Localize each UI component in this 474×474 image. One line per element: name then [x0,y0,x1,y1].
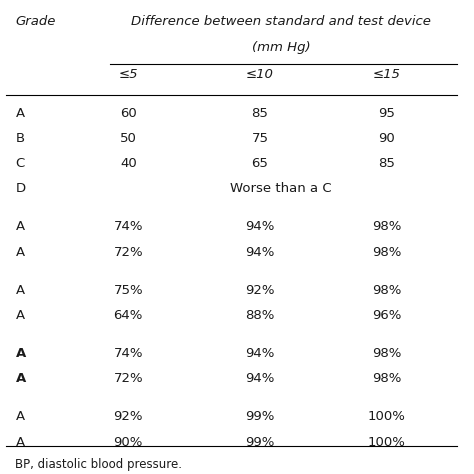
Text: B: B [16,132,25,145]
Text: A: A [16,436,25,448]
Text: 40: 40 [120,157,137,170]
Text: 60: 60 [120,107,137,120]
Text: 94%: 94% [245,246,274,258]
Text: 50: 50 [120,132,137,145]
Text: 65: 65 [252,157,268,170]
Text: 90: 90 [378,132,395,145]
Text: 74%: 74% [114,220,143,233]
Text: BP, diastolic blood pressure.: BP, diastolic blood pressure. [16,457,182,471]
Text: D: D [16,182,26,195]
Text: (mm Hg): (mm Hg) [252,41,310,54]
Text: 90%: 90% [114,436,143,448]
Text: ≤10: ≤10 [246,68,274,81]
Text: Difference between standard and test device: Difference between standard and test dev… [131,15,431,28]
Text: A: A [16,107,25,120]
Text: Worse than a C: Worse than a C [230,182,332,195]
Text: 98%: 98% [372,372,401,385]
Text: 74%: 74% [114,347,143,360]
Text: 100%: 100% [368,436,406,448]
Text: 64%: 64% [114,309,143,322]
Text: 72%: 72% [113,372,143,385]
Text: A: A [16,220,25,233]
Text: 85: 85 [378,157,395,170]
Text: 94%: 94% [245,372,274,385]
Text: 98%: 98% [372,284,401,297]
Text: 75%: 75% [113,284,143,297]
Text: 88%: 88% [245,309,274,322]
Text: 98%: 98% [372,246,401,258]
Text: C: C [16,157,25,170]
Text: 99%: 99% [245,436,274,448]
Text: A: A [16,309,25,322]
Text: 96%: 96% [372,309,401,322]
Text: 94%: 94% [245,220,274,233]
Text: 75: 75 [251,132,268,145]
Text: A: A [16,347,26,360]
Text: 92%: 92% [114,410,143,423]
Text: A: A [16,284,25,297]
Text: 98%: 98% [372,347,401,360]
Text: A: A [16,410,25,423]
Text: Grade: Grade [16,15,56,28]
Text: ≤5: ≤5 [118,68,138,81]
Text: A: A [16,372,26,385]
Text: 92%: 92% [245,284,274,297]
Text: 99%: 99% [245,410,274,423]
Text: 72%: 72% [113,246,143,258]
Text: 98%: 98% [372,220,401,233]
Text: 100%: 100% [368,410,406,423]
Text: 95: 95 [378,107,395,120]
Text: A: A [16,246,25,258]
Text: ≤15: ≤15 [373,68,401,81]
Text: 85: 85 [252,107,268,120]
Text: 94%: 94% [245,347,274,360]
